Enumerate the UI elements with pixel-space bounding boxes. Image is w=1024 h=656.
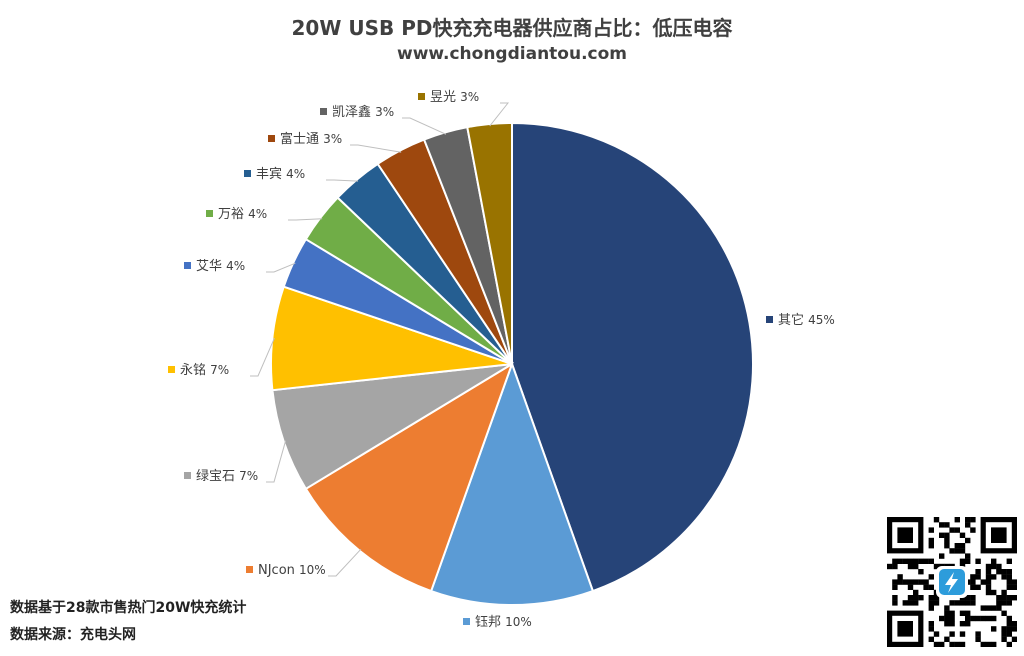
slice-label: 绿宝石 7% (196, 469, 258, 484)
slice-label-value: 3% (323, 132, 342, 146)
slice-label-name: 富士通 (280, 131, 323, 147)
slice-label-value: 3% (375, 105, 394, 119)
pie-slice (429, 361, 595, 606)
slice-label-value: 45% (808, 313, 835, 327)
label-color-marker (184, 262, 191, 269)
label-color-marker (246, 566, 253, 573)
slice-label-value: 7% (239, 469, 258, 483)
leader-line (250, 337, 275, 377)
label-color-marker (206, 210, 213, 217)
label-color-marker (168, 366, 175, 373)
leader-line (288, 218, 323, 221)
leader-line (350, 144, 402, 153)
label-color-marker (268, 135, 275, 142)
slice-label: 万裕 4% (218, 207, 267, 222)
slice-label-name: 钰邦 (475, 615, 505, 630)
slice-label-name: 艾华 (196, 259, 226, 274)
pie-slice (466, 121, 513, 365)
chart-subtitle: www.chongdiantou.com (396, 44, 628, 64)
slice-label: 钰邦 10% (475, 615, 532, 630)
slice-label: 其它 45% (778, 312, 835, 328)
slice-label-value: 4% (286, 167, 305, 181)
slice-label-value: 3% (460, 90, 479, 104)
chart-title: 20W USB PD快充充电器供应商占比：低压电容 (291, 16, 733, 40)
slice-label-name: 永铭 (180, 363, 210, 378)
pie-slices (270, 121, 754, 606)
slice-label-name: 绿宝石 (196, 469, 239, 484)
leader-line (266, 440, 287, 483)
pie-slice (511, 121, 754, 593)
pie-slice (270, 285, 513, 392)
slice-label: 艾华 4% (196, 259, 245, 274)
label-color-marker (418, 93, 425, 100)
label-color-marker (766, 316, 773, 323)
slice-label: 昱光 3% (430, 90, 479, 105)
label-leader-lines (250, 102, 510, 577)
slice-label-name: NJcon (258, 563, 299, 578)
label-color-marker (320, 108, 327, 115)
slice-label: 富士通 3% (280, 131, 342, 147)
slice-label-name: 其它 (778, 312, 808, 328)
slice-label-value: 10% (505, 615, 532, 629)
slice-label-name: 万裕 (218, 207, 248, 222)
leader-line (326, 179, 359, 182)
data-basis-note: 数据基于28款市售热门20W快充统计 (10, 600, 247, 616)
leader-line (328, 548, 362, 577)
pie-slice (271, 363, 513, 491)
slice-label: 丰宾 4% (256, 166, 305, 182)
slice-label: 永铭 7% (180, 363, 229, 378)
slice-label: NJcon 10% (258, 563, 326, 578)
slice-label-name: 丰宾 (256, 166, 286, 182)
label-color-marker (463, 618, 470, 625)
lightning-bolt-icon (936, 566, 968, 598)
leader-line (489, 102, 510, 127)
slice-label-value: 7% (210, 363, 229, 377)
label-color-marker (184, 472, 191, 479)
slice-label-name: 昱光 (430, 90, 460, 105)
slice-label-value: 10% (299, 563, 326, 577)
data-source-note: 数据来源：充电头网 (10, 627, 136, 643)
label-color-marker (244, 170, 251, 177)
slice-label: 凯泽鑫 3% (332, 104, 394, 120)
qr-code[interactable] (887, 517, 1017, 647)
slice-label-value: 4% (226, 259, 245, 273)
slice-label-value: 4% (248, 207, 267, 221)
leader-line (402, 117, 447, 135)
slice-label-name: 凯泽鑫 (332, 104, 375, 120)
slice-labels: 其它 45%钰邦 10%NJcon 10%绿宝石 7%永铭 7%艾华 4%万裕 … (168, 90, 835, 630)
leader-line (266, 262, 296, 273)
